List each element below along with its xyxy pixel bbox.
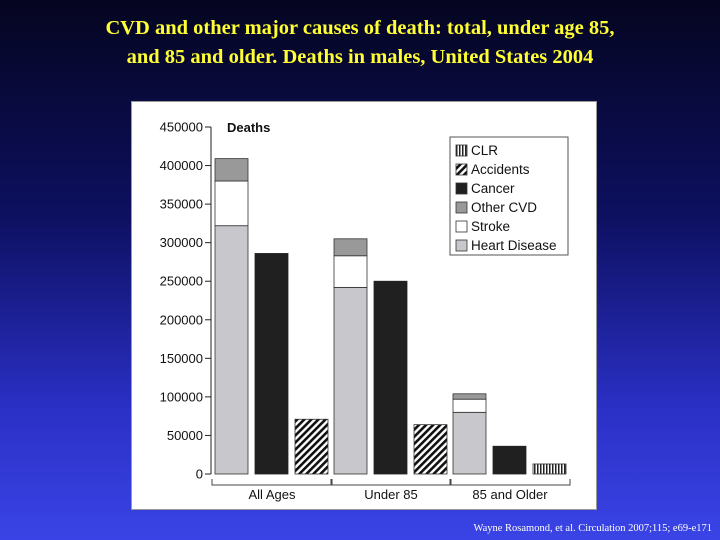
- y-tick-label: 250000: [160, 274, 203, 289]
- category-label: Under 85: [364, 487, 417, 502]
- slide-title-line-1: CVD and other major causes of death: tot…: [105, 17, 615, 39]
- legend-label: Cancer: [471, 181, 515, 196]
- bar-stroke: [452, 398, 487, 413]
- legend-swatch-heart-disease: [455, 239, 468, 252]
- y-tick-label: 300000: [160, 235, 203, 250]
- legend-swatch-stroke: [455, 220, 468, 233]
- bar-cancer: [492, 445, 527, 475]
- legend-swatch-accidents: [455, 163, 468, 176]
- legend-label: Other CVD: [471, 200, 537, 215]
- bar-clr: [532, 463, 567, 475]
- legend-swatch-other-cvd: [455, 201, 468, 214]
- legend-label: Stroke: [471, 219, 510, 234]
- bar-other-cvd: [214, 158, 249, 182]
- bar-accidents: [294, 418, 329, 475]
- legend-label: Heart Disease: [471, 238, 557, 253]
- legend-label: Accidents: [471, 162, 530, 177]
- y-tick-label: 350000: [160, 197, 203, 212]
- y-tick-label: 400000: [160, 158, 203, 173]
- bar-accidents: [413, 424, 448, 475]
- y-axis-label: Deaths: [227, 120, 270, 135]
- chart-panel: 0 50000 100000 150000 200000 250000 300000 3500…: [131, 101, 597, 510]
- y-tick-label: 450000: [160, 120, 203, 135]
- bar-other-cvd: [452, 393, 487, 400]
- category-label: All Ages: [249, 487, 296, 502]
- category-bracket: [211, 479, 333, 486]
- bar-other-cvd: [333, 238, 368, 257]
- legend-label: CLR: [471, 143, 498, 158]
- bar-heart-disease: [214, 225, 249, 475]
- category-bracket: [449, 479, 571, 486]
- bar-heart-disease: [333, 286, 368, 475]
- y-tick-label: 0: [196, 467, 203, 482]
- category-label: 85 and Older: [472, 487, 548, 502]
- bar-cancer: [254, 253, 289, 475]
- bar-heart-disease: [452, 411, 487, 475]
- bar-stroke: [333, 255, 368, 288]
- slide-title-line-2: and 85 and older. Deaths in males, Unite…: [126, 46, 594, 68]
- y-tick-label: 50000: [167, 428, 203, 443]
- bar-stroke: [214, 180, 249, 227]
- slide-title: CVD and other major causes of death: tot…: [0, 14, 720, 72]
- citation: Wayne Rosamond, et al. Circulation 2007;…: [473, 523, 712, 534]
- deaths-bar-chart: 0 50000 100000 150000 200000 250000 300000 3500…: [160, 120, 571, 502]
- y-tick-label: 150000: [160, 351, 203, 366]
- legend-swatch-cancer: [455, 182, 468, 195]
- legend-box: [449, 136, 569, 256]
- legend-swatch-clr: [455, 144, 468, 157]
- bar-cancer: [373, 280, 408, 475]
- y-tick-label: 100000: [160, 389, 203, 404]
- y-tick-label: 200000: [160, 312, 203, 327]
- category-bracket: [330, 479, 452, 486]
